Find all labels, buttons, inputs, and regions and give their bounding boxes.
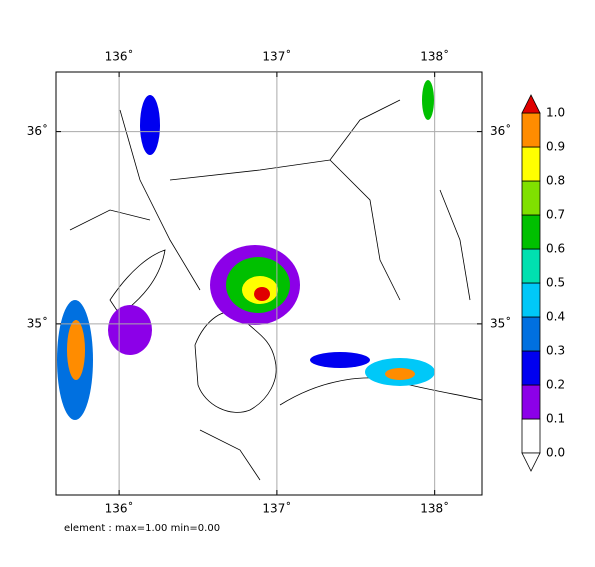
colorbar-swatch <box>521 384 541 420</box>
colorbar-swatch <box>521 418 541 454</box>
colorbar-swatch <box>521 316 541 352</box>
colorbar-label: 0.7 <box>546 208 565 222</box>
lat-label: 36˚ <box>490 123 511 138</box>
colorbar-swatch <box>521 112 541 148</box>
lon-label: 137˚ <box>262 501 291 516</box>
colorbar-over <box>521 94 541 114</box>
colorbar-label: 0.1 <box>546 412 565 426</box>
colorbar-label: 0.6 <box>546 242 565 256</box>
colorbar-label: 1.0 <box>546 106 565 120</box>
colorbar-swatch <box>521 350 541 386</box>
lake-outline <box>109 249 166 316</box>
colorbar-swatch <box>521 180 541 216</box>
lon-label: 136˚ <box>105 501 134 516</box>
blob <box>385 368 415 380</box>
field-blobs <box>57 80 435 420</box>
colorbar-label: 0.4 <box>546 310 565 324</box>
borders <box>69 99 471 481</box>
lon-label: 137˚ <box>262 49 291 64</box>
colorbar-label: 0.9 <box>546 140 565 154</box>
colorbar-under <box>521 452 541 472</box>
colorbar-swatch <box>521 248 541 284</box>
colorbar-swatch <box>521 146 541 182</box>
map-frame <box>55 71 483 496</box>
colorbar-label: 0.2 <box>546 378 565 392</box>
blob <box>254 287 270 301</box>
bay-outline <box>194 311 277 413</box>
blob <box>310 352 370 368</box>
lon-label: 136˚ <box>105 49 134 64</box>
lon-label: 138˚ <box>420 501 449 516</box>
blob <box>67 320 85 380</box>
colorbar-label: 0.5 <box>546 276 565 290</box>
colorbar-swatch <box>521 282 541 318</box>
colorbar-label: 0.8 <box>546 174 565 188</box>
caption: element : max=1.00 min=0.00 <box>64 523 220 534</box>
lat-label: 35˚ <box>27 315 48 330</box>
lon-label: 138˚ <box>420 49 449 64</box>
colorbar-label: 0.0 <box>546 446 565 460</box>
map-decoration <box>57 80 483 481</box>
blob <box>140 95 160 155</box>
colorbar-swatch <box>521 214 541 250</box>
colorbar-label: 0.3 <box>546 344 565 358</box>
blob <box>108 305 152 355</box>
lat-label: 36˚ <box>27 123 48 138</box>
lat-label: 35˚ <box>490 315 511 330</box>
blob <box>422 80 434 120</box>
